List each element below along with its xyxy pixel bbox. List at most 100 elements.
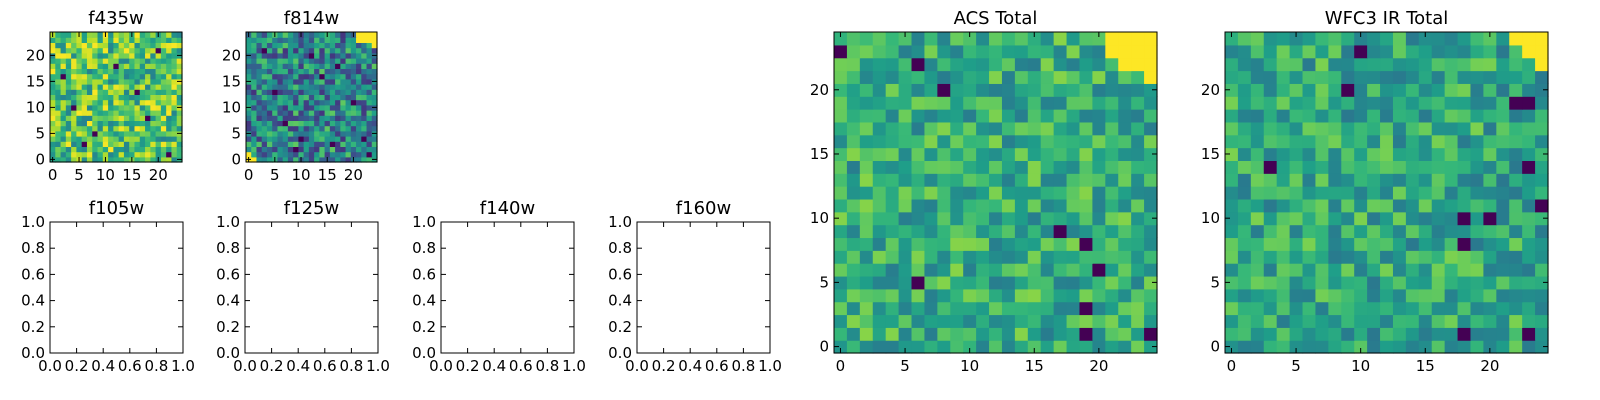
heatmap-cell: [102, 146, 109, 153]
heatmap-cell: [86, 94, 93, 101]
heatmap-cell: [113, 78, 120, 85]
heatmap-cell: [834, 134, 848, 149]
heatmap-cell: [81, 156, 88, 163]
heatmap-cell: [81, 73, 88, 80]
heatmap-cell: [55, 84, 62, 90]
heatmap-cell: [1341, 211, 1355, 226]
heatmap-cell: [160, 146, 167, 153]
heatmap-cell: [298, 52, 305, 59]
heatmap-cell: [314, 89, 320, 95]
heatmap-cell: [166, 73, 173, 80]
heatmap-cell: [911, 198, 926, 213]
heatmap-cell: [361, 84, 368, 90]
heatmap-cell: [308, 99, 315, 106]
heatmap-cell: [1027, 275, 1042, 290]
heatmap-cell: [1118, 224, 1132, 239]
heatmap-cell: [859, 173, 874, 187]
heatmap-cell: [1380, 83, 1394, 97]
heatmap-cell: [282, 32, 289, 38]
heatmap-cell: [65, 125, 72, 132]
heatmap-cell: [371, 37, 378, 43]
heatmap-cell: [319, 94, 326, 101]
heatmap-cell: [319, 58, 326, 64]
heatmap-cell: [1380, 288, 1394, 303]
heatmap-cell: [1027, 44, 1042, 59]
heatmap-cell: [1014, 160, 1029, 174]
heatmap-cell: [1341, 32, 1355, 46]
heatmap-cell: [1354, 301, 1368, 316]
heatmap-cell: [65, 99, 72, 106]
heatmap-cell: [92, 94, 99, 101]
heatmap-cell: [1380, 263, 1394, 277]
heatmap-cell: [989, 32, 1003, 46]
heatmap-cell: [303, 84, 310, 90]
heatmap-cell: [81, 89, 88, 95]
heatmap-cell: [963, 96, 977, 110]
heatmap-cell: [361, 47, 368, 54]
heatmap-cell: [123, 130, 130, 137]
heatmap-cell: [1027, 237, 1042, 251]
heatmap-cell: [1144, 211, 1158, 226]
heatmap-cell: [976, 275, 990, 290]
heatmap-cell: [319, 156, 326, 163]
heatmap-cell: [171, 47, 178, 54]
heatmap-cell: [1380, 275, 1394, 290]
heatmap-cell: [898, 340, 913, 354]
heatmap-cell: [134, 68, 141, 75]
heatmap-cell: [1483, 211, 1497, 226]
heatmap-cell: [1053, 70, 1068, 84]
heatmap-cell: [129, 63, 136, 69]
heatmap-cell: [160, 151, 167, 158]
heatmap-cell: [1328, 109, 1342, 123]
heatmap-cell: [277, 37, 284, 43]
heatmap-cell: [1392, 83, 1407, 97]
heatmap-cell: [834, 70, 848, 84]
heatmap-cells: [246, 32, 378, 163]
heatmap-cell: [108, 115, 114, 121]
heatmap-cell: [1431, 314, 1446, 328]
y-tick-label: 0.6: [608, 265, 632, 283]
heatmap-cell: [102, 37, 109, 43]
heatmap-cell: [1418, 109, 1433, 123]
heatmap-cell: [1522, 160, 1536, 174]
heatmap-cell: [145, 120, 151, 127]
heatmap-cell: [1341, 250, 1355, 264]
heatmap-cell: [340, 151, 347, 158]
heatmap-cell: [1418, 340, 1433, 354]
heatmap-cell: [1276, 96, 1291, 110]
heatmap-cell: [55, 73, 62, 80]
heatmap-cell: [1053, 32, 1068, 46]
heatmap-cell: [155, 42, 162, 49]
heatmap-cell: [1263, 96, 1278, 110]
heatmap-cell: [129, 146, 136, 153]
heatmap-cell: [366, 52, 373, 59]
heatmap-cell: [113, 151, 120, 158]
heatmap-cell: [145, 115, 151, 121]
heatmap-cell: [329, 58, 336, 64]
heatmap-cell: [1040, 96, 1055, 110]
x-tick-label: 1.0: [758, 357, 782, 375]
heatmap-cell: [1535, 83, 1549, 97]
y-tick-label: 0.4: [216, 292, 240, 310]
heatmap-cell: [846, 198, 861, 213]
heatmap-cell: [366, 32, 373, 38]
heatmap-cell: [246, 136, 252, 142]
heatmap-cell: [113, 125, 120, 132]
y-tick-label: 5: [819, 273, 829, 291]
heatmap-cell: [834, 211, 848, 226]
heatmap-cell: [92, 141, 99, 147]
heatmap-cell: [155, 58, 162, 64]
heatmap-cell: [76, 84, 83, 90]
heatmap-cell: [1354, 121, 1368, 136]
heatmap-cell: [1144, 263, 1158, 277]
heatmap-cell: [1431, 250, 1446, 264]
heatmap-cell: [293, 84, 299, 90]
heatmap-cell: [155, 104, 162, 111]
heatmap-cell: [1131, 263, 1145, 277]
heatmap-cell: [55, 42, 62, 49]
heatmap-cell: [345, 104, 352, 111]
heatmap-cell: [139, 47, 146, 54]
x-tick-label: 5: [900, 357, 910, 375]
heatmap-cell: [937, 147, 951, 161]
heatmap-cell: [308, 63, 315, 69]
